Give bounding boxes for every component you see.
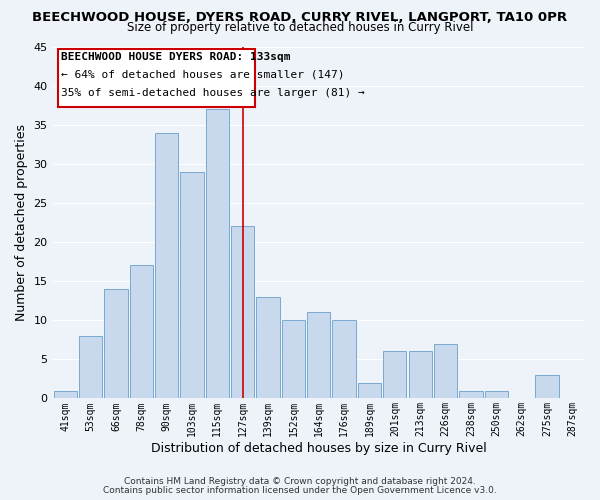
Text: ← 64% of detached houses are smaller (147): ← 64% of detached houses are smaller (14… [61,70,345,80]
Bar [307,312,331,398]
Text: 35% of semi-detached houses are larger (81) →: 35% of semi-detached houses are larger (… [61,88,365,98]
Bar [282,320,305,398]
Text: Contains HM Land Registry data © Crown copyright and database right 2024.: Contains HM Land Registry data © Crown c… [124,477,476,486]
Text: BEECHWOOD HOUSE DYERS ROAD: 133sqm: BEECHWOOD HOUSE DYERS ROAD: 133sqm [61,52,291,62]
FancyBboxPatch shape [58,49,256,108]
Text: Size of property relative to detached houses in Curry Rivel: Size of property relative to detached ho… [127,22,473,35]
Bar [130,266,153,398]
X-axis label: Distribution of detached houses by size in Curry Rivel: Distribution of detached houses by size … [151,442,487,455]
Bar [459,390,482,398]
Bar [155,132,178,398]
Bar [104,289,128,399]
Bar [535,375,559,398]
Bar [383,352,406,399]
Text: BEECHWOOD HOUSE, DYERS ROAD, CURRY RIVEL, LANGPORT, TA10 0PR: BEECHWOOD HOUSE, DYERS ROAD, CURRY RIVEL… [32,11,568,24]
Bar [256,297,280,398]
Text: Contains public sector information licensed under the Open Government Licence v3: Contains public sector information licen… [103,486,497,495]
Bar [53,390,77,398]
Bar [181,172,203,398]
Bar [79,336,102,398]
Bar [434,344,457,398]
Bar [332,320,356,398]
Bar [358,383,381,398]
Y-axis label: Number of detached properties: Number of detached properties [15,124,28,321]
Bar [231,226,254,398]
Bar [409,352,432,399]
Bar [485,390,508,398]
Bar [206,109,229,399]
